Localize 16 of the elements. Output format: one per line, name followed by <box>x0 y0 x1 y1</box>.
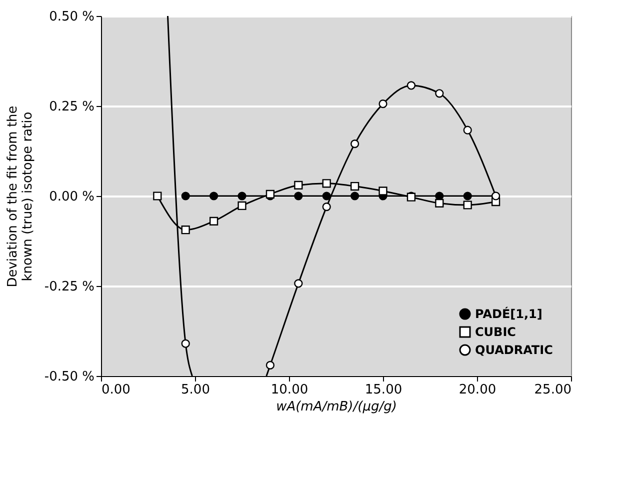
x-tick-label: 25.00 <box>534 382 572 398</box>
legend-label: QUADRATIC <box>475 343 554 357</box>
x-tick-label: 5.00 <box>181 382 210 398</box>
x-tick-label: 10.00 <box>270 382 308 398</box>
x-axis-title: wA(mA/mB)/(µg/g) <box>276 400 397 414</box>
legend-label: CUBIC <box>475 325 516 339</box>
x-tick-label: 15.00 <box>364 382 402 398</box>
y-axis-title: Deviation of the fit from the known (true) isotope ratio <box>5 106 36 288</box>
x-tick-label: 20.00 <box>458 382 496 398</box>
y-tick-label: -0.50 % <box>44 370 94 384</box>
y-tick-label: -0.25 % <box>44 280 94 294</box>
y-tick-label: 0.50 % <box>49 10 94 24</box>
y-tick-label: 0.25 % <box>49 100 94 114</box>
y-tick-label: 0.00 % <box>49 190 94 204</box>
legend-label: PADÉ[1,1] <box>475 306 542 321</box>
x-tick-label: 0.00 <box>102 382 130 398</box>
